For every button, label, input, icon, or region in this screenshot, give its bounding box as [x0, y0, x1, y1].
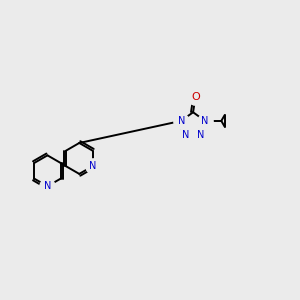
Text: N: N [89, 161, 96, 171]
Text: N: N [201, 116, 209, 126]
Text: O: O [191, 92, 200, 102]
Text: N: N [178, 116, 185, 126]
Text: N: N [182, 130, 189, 140]
Text: N: N [44, 181, 51, 191]
Text: N: N [197, 130, 204, 140]
